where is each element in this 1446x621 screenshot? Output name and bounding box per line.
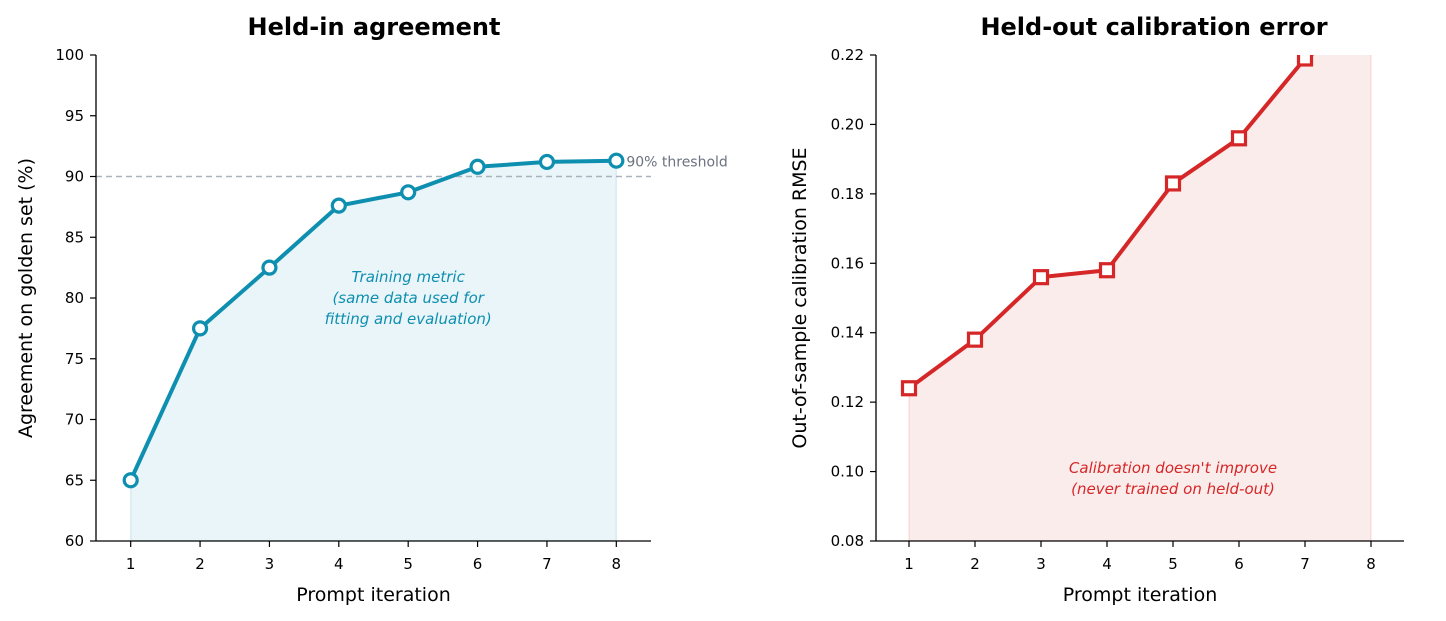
x-tick-label: 8 [1366,555,1376,573]
x-tick-label: 2 [970,555,980,573]
y-tick-label: 65 [65,471,84,489]
y-tick-label: 80 [65,289,84,307]
x-tick-label: 7 [542,555,552,573]
y-tick-label: 75 [65,350,84,368]
data-point [608,152,625,169]
y-tick-label: 0.08 [831,532,864,550]
data-point [330,197,347,214]
x-tick-label: 4 [334,555,344,573]
x-tick-label: 3 [265,555,275,573]
x-tick-label: 1 [126,555,136,573]
x-axis-label: Prompt iteration [1063,584,1217,606]
annotation-line: (same data used for [332,289,484,307]
x-tick-label: 5 [1168,555,1178,573]
data-point [261,259,278,276]
data-point [1230,130,1248,147]
x-tick-label: 3 [1036,555,1046,573]
x-tick-label: 2 [195,555,205,573]
x-tick-label: 5 [403,555,413,573]
y-tick-label: 0.22 [831,46,864,64]
data-point [400,184,417,201]
chart-title: Held-out calibration error [980,13,1327,41]
y-tick-label: 90 [65,168,84,186]
data-point [900,380,918,397]
y-tick-label: 100 [55,46,84,64]
x-tick-label: 4 [1102,555,1112,573]
annotation-text: Training metric (same data used for fittin… [325,268,492,328]
data-point [1164,175,1182,192]
annotation-line: Training metric [352,268,466,286]
y-tick-label: 0.10 [831,463,864,481]
x-axis-label: Prompt iteration [296,584,450,606]
y-tick-label: 0.12 [831,393,864,411]
y-axis-label: Out-of-sample calibration RMSE [789,147,811,448]
data-point [191,320,209,337]
chart-title: Held-in agreement [247,13,500,41]
data-point [1365,10,1378,23]
x-tick-label: 6 [1234,555,1244,573]
y-tick-label: 95 [65,107,84,125]
data-point [1032,269,1050,286]
data-point [469,158,486,175]
y-axis-label: Agreement on golden set (%) [15,158,37,438]
threshold-label: 90% threshold [626,155,728,171]
annotation-line: fitting and evaluation) [325,310,492,328]
x-tick-label: 7 [1300,555,1310,573]
data-point [1098,262,1116,279]
y-tick-label: 70 [65,411,84,429]
data-point [1296,55,1314,67]
series-line [128,158,617,482]
annotation-line: Calibration doesn't improve [1069,459,1277,477]
data-point [122,472,139,489]
series-line [907,55,1315,390]
annotation-text: Calibration doesn't improve (never traine… [1069,459,1277,498]
y-tick-label: 60 [65,532,84,550]
x-tick-label: 6 [473,555,483,573]
y-tick-label: 0.18 [831,185,864,203]
y-tick-label: 0.20 [831,115,864,133]
x-tick-label: 1 [904,555,914,573]
chart-held-in-agreement: 90% threshold 1 2 3 4 5 6 7 8 60 65 70 75 80 85 90 95 100… [15,13,728,606]
x-tick-label: 8 [612,555,622,573]
y-tick-label: 0.16 [831,254,864,272]
data-point [538,153,556,171]
area-fill [129,159,618,541]
annotation-line: (never trained on held-out) [1071,480,1275,498]
data-point [966,331,984,348]
y-tick-label: 0.14 [831,324,864,342]
y-tick-label: 85 [65,228,84,246]
chart-held-out-calibration-error: 1 2 3 4 5 6 7 8 0.08 0.10 0.12 0.14 0.16 0.18 0.20 0.22… [789,10,1404,606]
